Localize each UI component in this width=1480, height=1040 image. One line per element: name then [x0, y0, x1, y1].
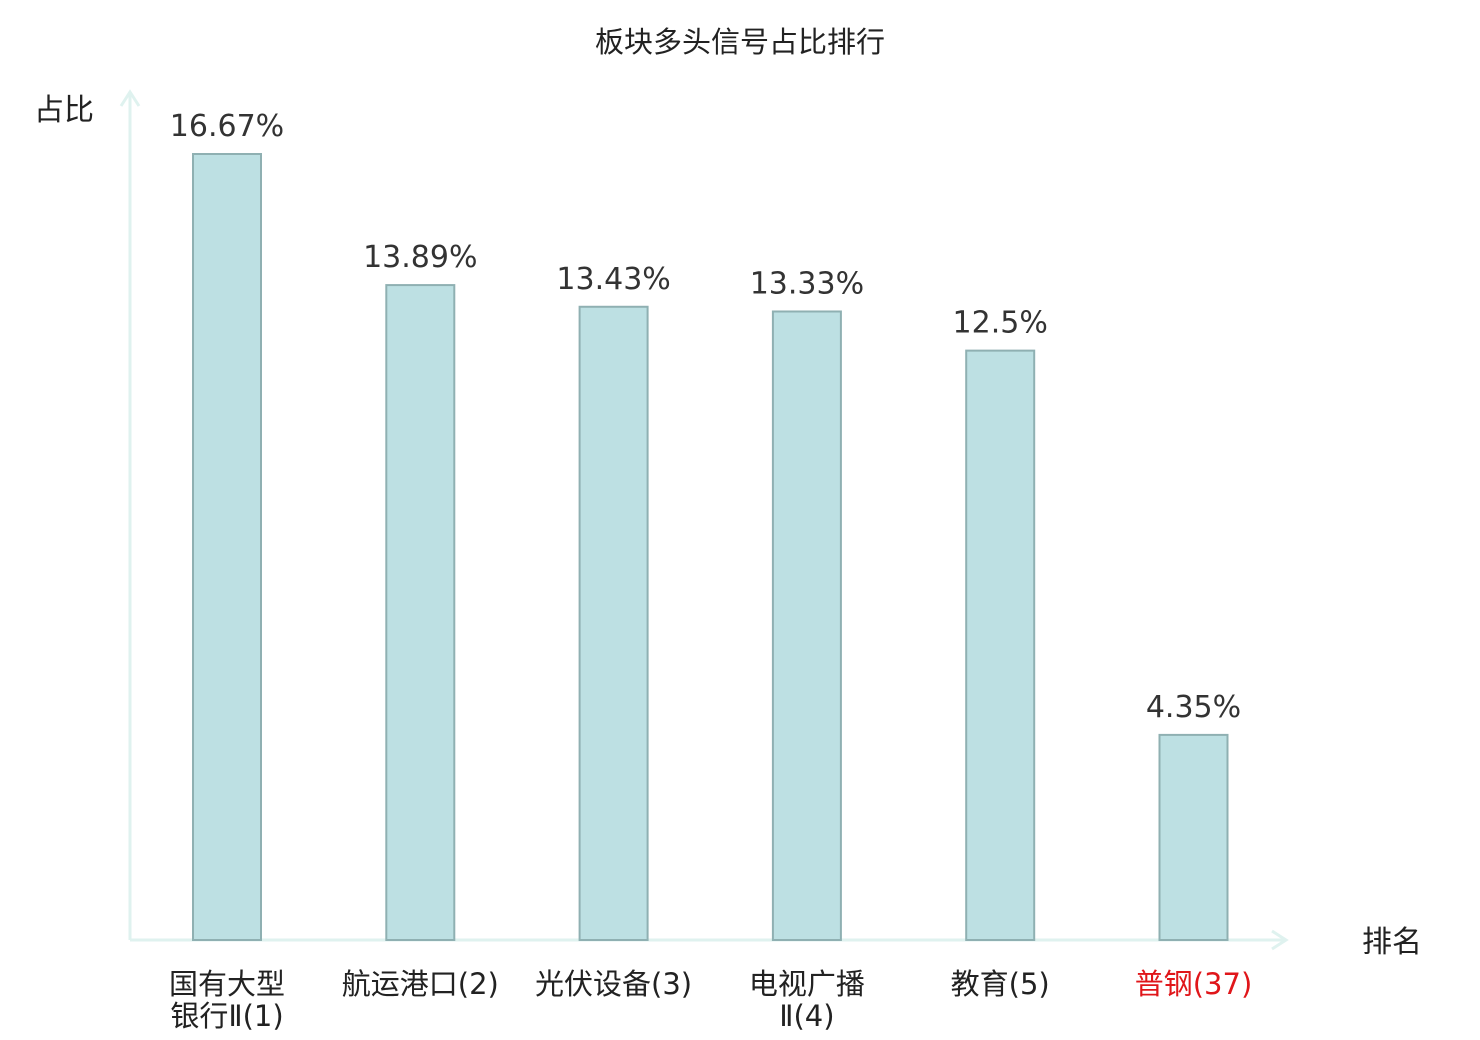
- axes: [119, 89, 1289, 951]
- category-label-3-line-0: 电视广播: [749, 967, 865, 1001]
- category-label-1: 航运港口(2): [342, 967, 499, 1001]
- value-label-0: 16.67%: [170, 109, 284, 144]
- value-label-1: 13.89%: [363, 240, 477, 275]
- x-axis-arrow: [1271, 929, 1289, 951]
- bar-1: [385, 284, 456, 941]
- bar-3: [771, 310, 842, 941]
- category-label-0-line-1: 银行Ⅱ(1): [170, 999, 283, 1033]
- bars: [192, 153, 1229, 942]
- category-label-0-line-0: 国有大型: [169, 967, 285, 1001]
- bar-0: [192, 153, 262, 941]
- value-label-4: 12.5%: [953, 306, 1048, 341]
- category-label-5: 普钢(37): [1135, 967, 1253, 1001]
- category-label-4: 教育(5): [951, 967, 1050, 1001]
- x-axis-label: 排名: [1362, 925, 1422, 960]
- value-label-5: 4.35%: [1146, 690, 1241, 725]
- y-axis-arrow: [119, 89, 141, 107]
- bar-2: [578, 305, 649, 942]
- y-axis-label: 占比: [34, 93, 94, 128]
- bar-5: [1158, 733, 1229, 941]
- bar-4: [965, 349, 1036, 942]
- chart-title: 板块多头信号占比排行: [595, 25, 885, 59]
- value-label-2: 13.43%: [556, 262, 670, 297]
- value-labels: 16.67% 13.89% 13.43% 13.33% 12.5% 4.35%: [170, 109, 1241, 725]
- value-label-3: 13.33%: [750, 266, 864, 301]
- category-label-3-line-1: Ⅱ(4): [779, 999, 834, 1033]
- category-label-2: 光伏设备(3): [535, 967, 692, 1001]
